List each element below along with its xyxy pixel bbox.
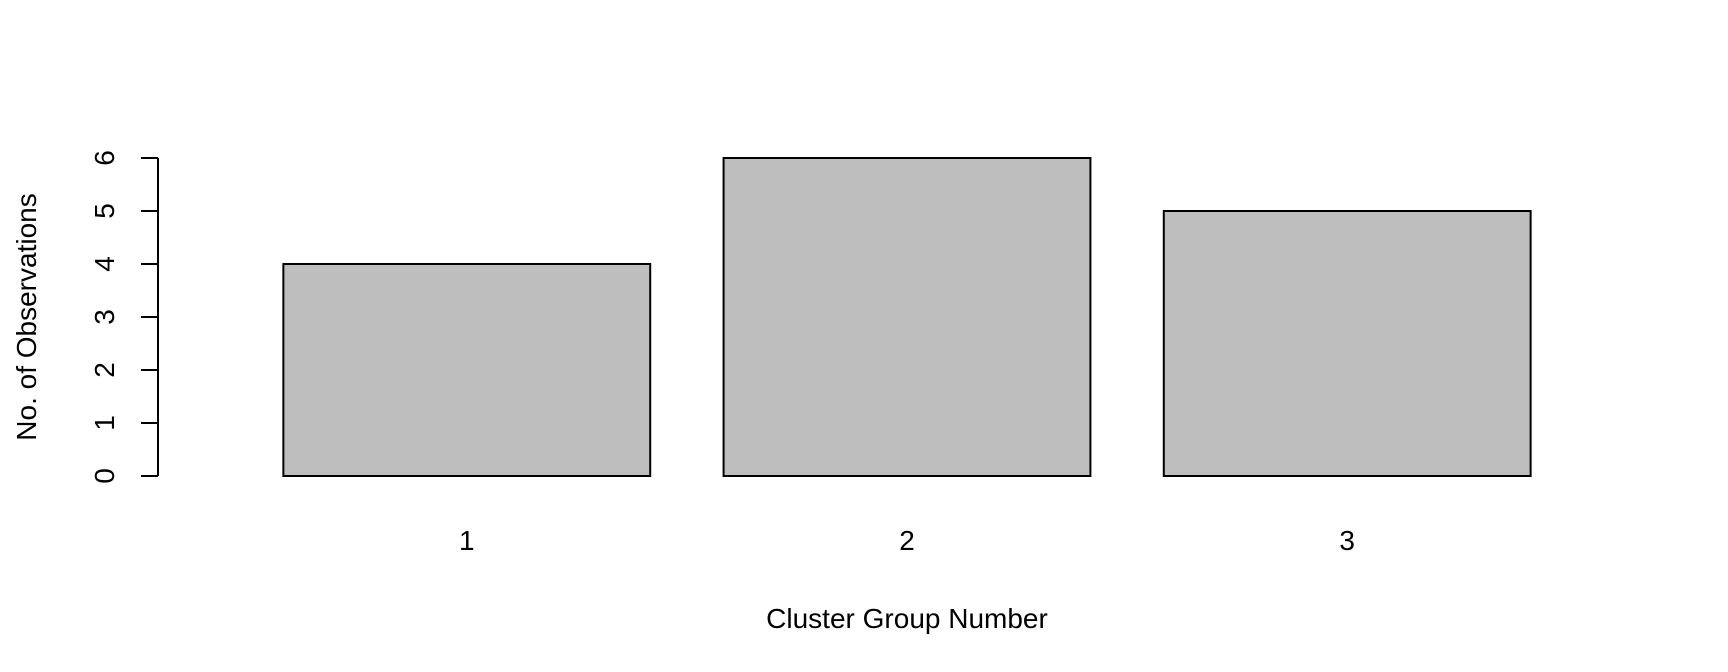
x-tick-label: 3	[1339, 525, 1355, 556]
y-tick-label: 0	[89, 468, 120, 484]
x-axis-title: Cluster Group Number	[766, 603, 1048, 634]
y-tick-label: 5	[89, 203, 120, 219]
y-ticks: 0 1 2 3 4 5 6	[89, 150, 158, 484]
y-tick-label: 4	[89, 256, 120, 272]
y-axis-title: No. of Observations	[11, 193, 42, 440]
y-tick-label: 3	[89, 309, 120, 325]
x-tick-label: 2	[899, 525, 915, 556]
y-tick-label: 6	[89, 150, 120, 166]
bar-1	[282, 263, 652, 477]
x-tick-labels: 1 2 3	[459, 525, 1355, 556]
y-tick-label: 1	[89, 415, 120, 431]
y-axis: 0 1 2 3 4 5 6	[89, 150, 159, 484]
bar-3	[1162, 210, 1532, 477]
x-tick-label: 1	[459, 525, 475, 556]
bar-2	[722, 157, 1092, 477]
y-tick-label: 2	[89, 362, 120, 378]
bars	[282, 157, 1532, 477]
